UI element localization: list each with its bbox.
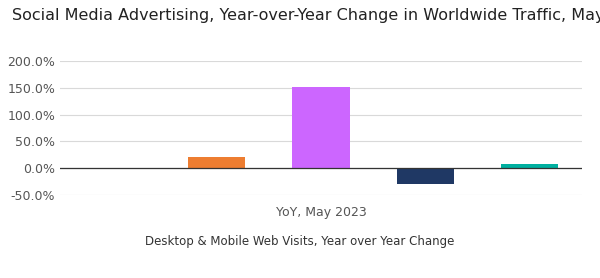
- Bar: [501, 164, 558, 168]
- Bar: [397, 168, 454, 184]
- Legend: Facebook, TikTok, Snapchat, Twitter, Pinterest: Facebook, TikTok, Snapchat, Twitter, Pin…: [123, 276, 519, 278]
- Bar: [188, 157, 245, 168]
- Text: Social Media Advertising, Year-over-Year Change in Worldwide Traffic, May 2023: Social Media Advertising, Year-over-Year…: [12, 8, 600, 23]
- Text: Desktop & Mobile Web Visits, Year over Year Change: Desktop & Mobile Web Visits, Year over Y…: [145, 235, 455, 248]
- Bar: [84, 168, 141, 169]
- X-axis label: YoY, May 2023: YoY, May 2023: [275, 206, 367, 219]
- Bar: [292, 87, 350, 168]
